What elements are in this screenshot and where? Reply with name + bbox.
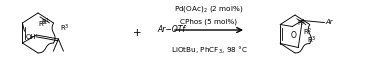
- Text: R$^3$: R$^3$: [60, 23, 70, 34]
- Text: Ar: Ar: [325, 20, 333, 26]
- Text: Ar−OTf: Ar−OTf: [157, 26, 185, 35]
- Text: R$^1$: R$^1$: [297, 18, 307, 29]
- Text: R$^3$: R$^3$: [307, 34, 317, 45]
- Text: LiOtBu, PhCF$_3$, 98 °C: LiOtBu, PhCF$_3$, 98 °C: [170, 45, 248, 56]
- Text: R$^2$: R$^2$: [303, 26, 313, 37]
- Text: R$^1$: R$^1$: [41, 16, 51, 28]
- Text: +: +: [133, 28, 141, 38]
- Text: CPhos (5 mol%): CPhos (5 mol%): [181, 19, 237, 25]
- Text: Pd(OAc)$_2$ (2 mol%): Pd(OAc)$_2$ (2 mol%): [174, 4, 244, 14]
- Text: R$^2$: R$^2$: [39, 19, 48, 30]
- Text: O: O: [290, 30, 296, 40]
- Text: OH: OH: [25, 34, 36, 40]
